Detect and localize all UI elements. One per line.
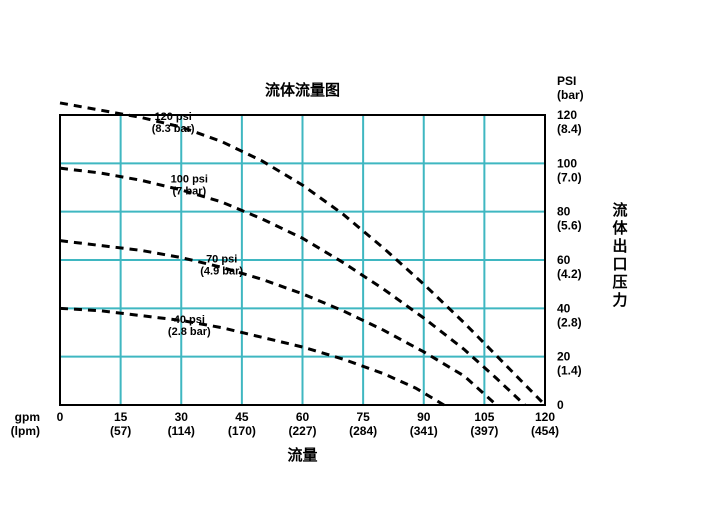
curve-label-bar: (4.9 bar) xyxy=(200,265,243,277)
y-tick-bar: (8.4) xyxy=(557,122,582,136)
y-unit-bar: (bar) xyxy=(557,88,584,102)
y-tick-psi: 100 xyxy=(557,156,577,170)
x-unit-lpm: (lpm) xyxy=(11,424,40,438)
curve-label-psi: 70 psi xyxy=(206,253,237,265)
curve-label-bar: (2.8 bar) xyxy=(168,326,211,338)
y-tick-psi: 60 xyxy=(557,253,571,267)
y-axis-label-char: 力 xyxy=(612,291,627,309)
x-tick-gpm: 60 xyxy=(296,410,310,424)
y-tick-psi: 20 xyxy=(557,350,571,364)
y-tick-psi: 120 xyxy=(557,108,577,122)
flow-chart-svg: 流体流量图 120 psi(8.3 bar) 100 psi(7 bar) 70 ps… xyxy=(0,0,703,511)
x-tick-lpm: (170) xyxy=(228,424,256,438)
curve-label-psi: 120 psi xyxy=(155,111,192,123)
x-tick-gpm: 15 xyxy=(114,410,128,424)
y-tick-bar: (5.6) xyxy=(557,219,582,233)
x-tick-gpm: 75 xyxy=(356,410,370,424)
x-tick-lpm: (284) xyxy=(349,424,377,438)
x-tick-gpm: 105 xyxy=(474,410,494,424)
x-axis-label: 流量 xyxy=(287,446,317,464)
flow-chart-container: 流体流量图 120 psi(8.3 bar) 100 psi(7 bar) 70 ps… xyxy=(0,0,703,511)
x-tick-gpm: 0 xyxy=(57,410,64,424)
curve-label-bar: (8.3 bar) xyxy=(152,123,195,135)
y-axis-label-char: 压 xyxy=(612,274,627,291)
y-tick-bar: (4.2) xyxy=(557,267,582,281)
y-tick-psi: 0 xyxy=(557,398,564,412)
x-tick-lpm: (454) xyxy=(531,424,559,438)
x-tick-lpm: (397) xyxy=(470,424,498,438)
x-tick-lpm: (57) xyxy=(110,424,131,438)
y-axis-label-char: 出 xyxy=(612,237,627,255)
chart-title: 流体流量图 xyxy=(265,81,340,99)
y-axis-label-char: 体 xyxy=(612,219,628,237)
x-tick-lpm: (227) xyxy=(288,424,316,438)
y-tick-bar: (1.4) xyxy=(557,364,582,378)
y-tick-bar: (2.8) xyxy=(557,315,582,329)
y-axis-label-char: 流 xyxy=(612,201,627,219)
y-axis-label-char: 口 xyxy=(612,256,627,273)
x-tick-gpm: 30 xyxy=(175,410,189,424)
y-tick-bar: (7.0) xyxy=(557,170,582,184)
x-tick-gpm: 45 xyxy=(235,410,249,424)
curve-label-psi: 40 psi xyxy=(174,314,205,326)
y-tick-psi: 80 xyxy=(557,205,571,219)
pressure-curve xyxy=(60,168,525,405)
x-tick-gpm: 90 xyxy=(417,410,431,424)
curve-label-bar: (7 bar) xyxy=(173,186,207,198)
x-tick-gpm: 120 xyxy=(535,410,555,424)
x-tick-lpm: (114) xyxy=(168,424,195,438)
curve-label-psi: 100 psi xyxy=(171,174,208,186)
x-unit-gpm: gpm xyxy=(15,410,40,424)
y-unit-psi: PSI xyxy=(557,74,576,88)
x-tick-lpm: (341) xyxy=(410,424,438,438)
y-tick-psi: 40 xyxy=(557,301,571,315)
